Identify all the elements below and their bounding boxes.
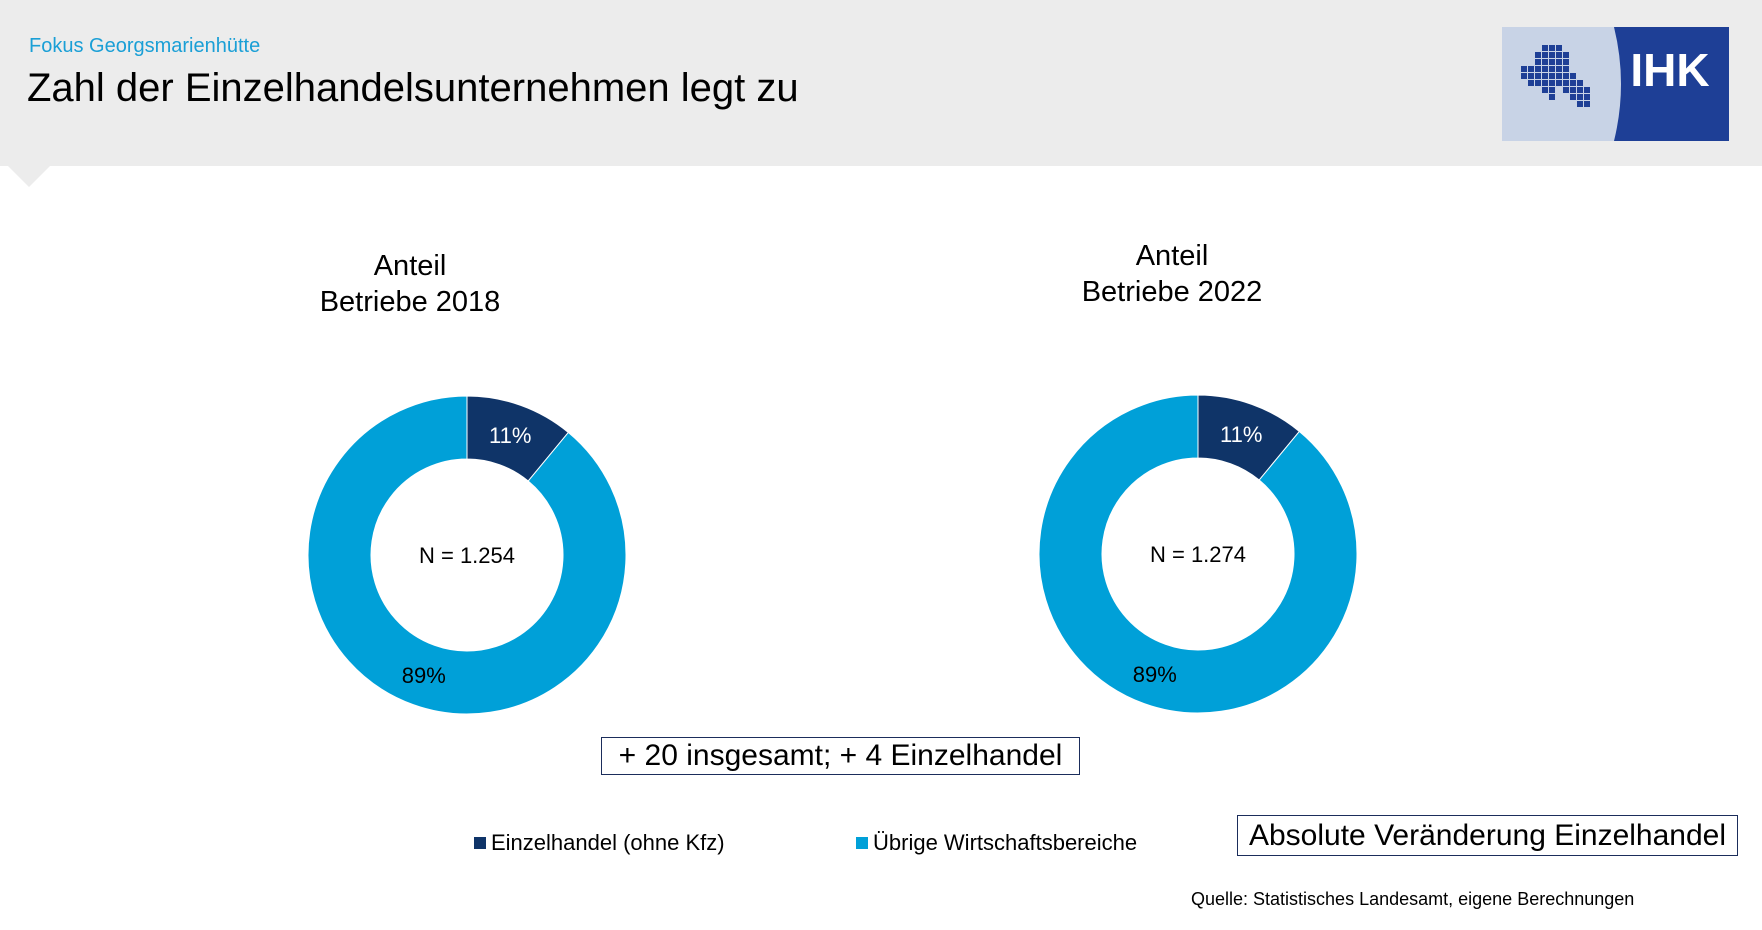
ihk-logo: IHK	[1502, 27, 1729, 141]
chart-title-line: Anteil	[1135, 240, 1209, 272]
legend-item-einzelhandel: Einzelhandel (ohne Kfz)	[474, 830, 725, 856]
source-note: Quelle: Statistisches Landesamt, eigene …	[1191, 889, 1635, 909]
svg-text:IHK: IHK	[1630, 44, 1709, 96]
center-label: N = 1.274	[1150, 542, 1246, 567]
legend-label: Einzelhandel (ohne Kfz)	[491, 830, 725, 855]
chart-title-2018: Anteil Betriebe 2018	[250, 248, 570, 320]
donut-slice-uebrige	[307, 395, 627, 715]
center-label: N = 1.254	[419, 543, 515, 568]
header-notch	[8, 166, 50, 187]
chart-title-line: Betriebe 2018	[319, 286, 501, 318]
slice-data-label: 89%	[402, 663, 446, 688]
legend-swatch	[474, 837, 486, 849]
absolute-change-box: Absolute Veränderung Einzelhandel	[1237, 815, 1738, 856]
chart-title-2022: Anteil Betriebe 2022	[1012, 238, 1332, 310]
slice-data-label: 89%	[1133, 662, 1177, 687]
donut-slice-uebrige	[1038, 394, 1358, 714]
legend-label: Übrige Wirtschaftsbereiche	[873, 830, 1138, 855]
kicker-text: Fokus Georgsmarienhütte	[29, 35, 261, 57]
legend-swatch	[856, 837, 868, 849]
chart-title-line: Betriebe 2022	[1081, 276, 1263, 308]
chart-title-line: Anteil	[373, 250, 447, 282]
header-band	[0, 0, 1762, 166]
legend-item-uebrige: Übrige Wirtschaftsbereiche	[856, 830, 1137, 856]
change-note-box: + 20 insgesamt; + 4 Einzelhandel	[601, 737, 1080, 775]
slice-data-label: 11%	[1220, 422, 1262, 447]
slice-data-label: 11%	[489, 423, 531, 448]
page-title: Zahl der Einzelhandelsunternehmen legt z…	[27, 66, 799, 110]
logo-map-icon	[1521, 45, 1590, 107]
